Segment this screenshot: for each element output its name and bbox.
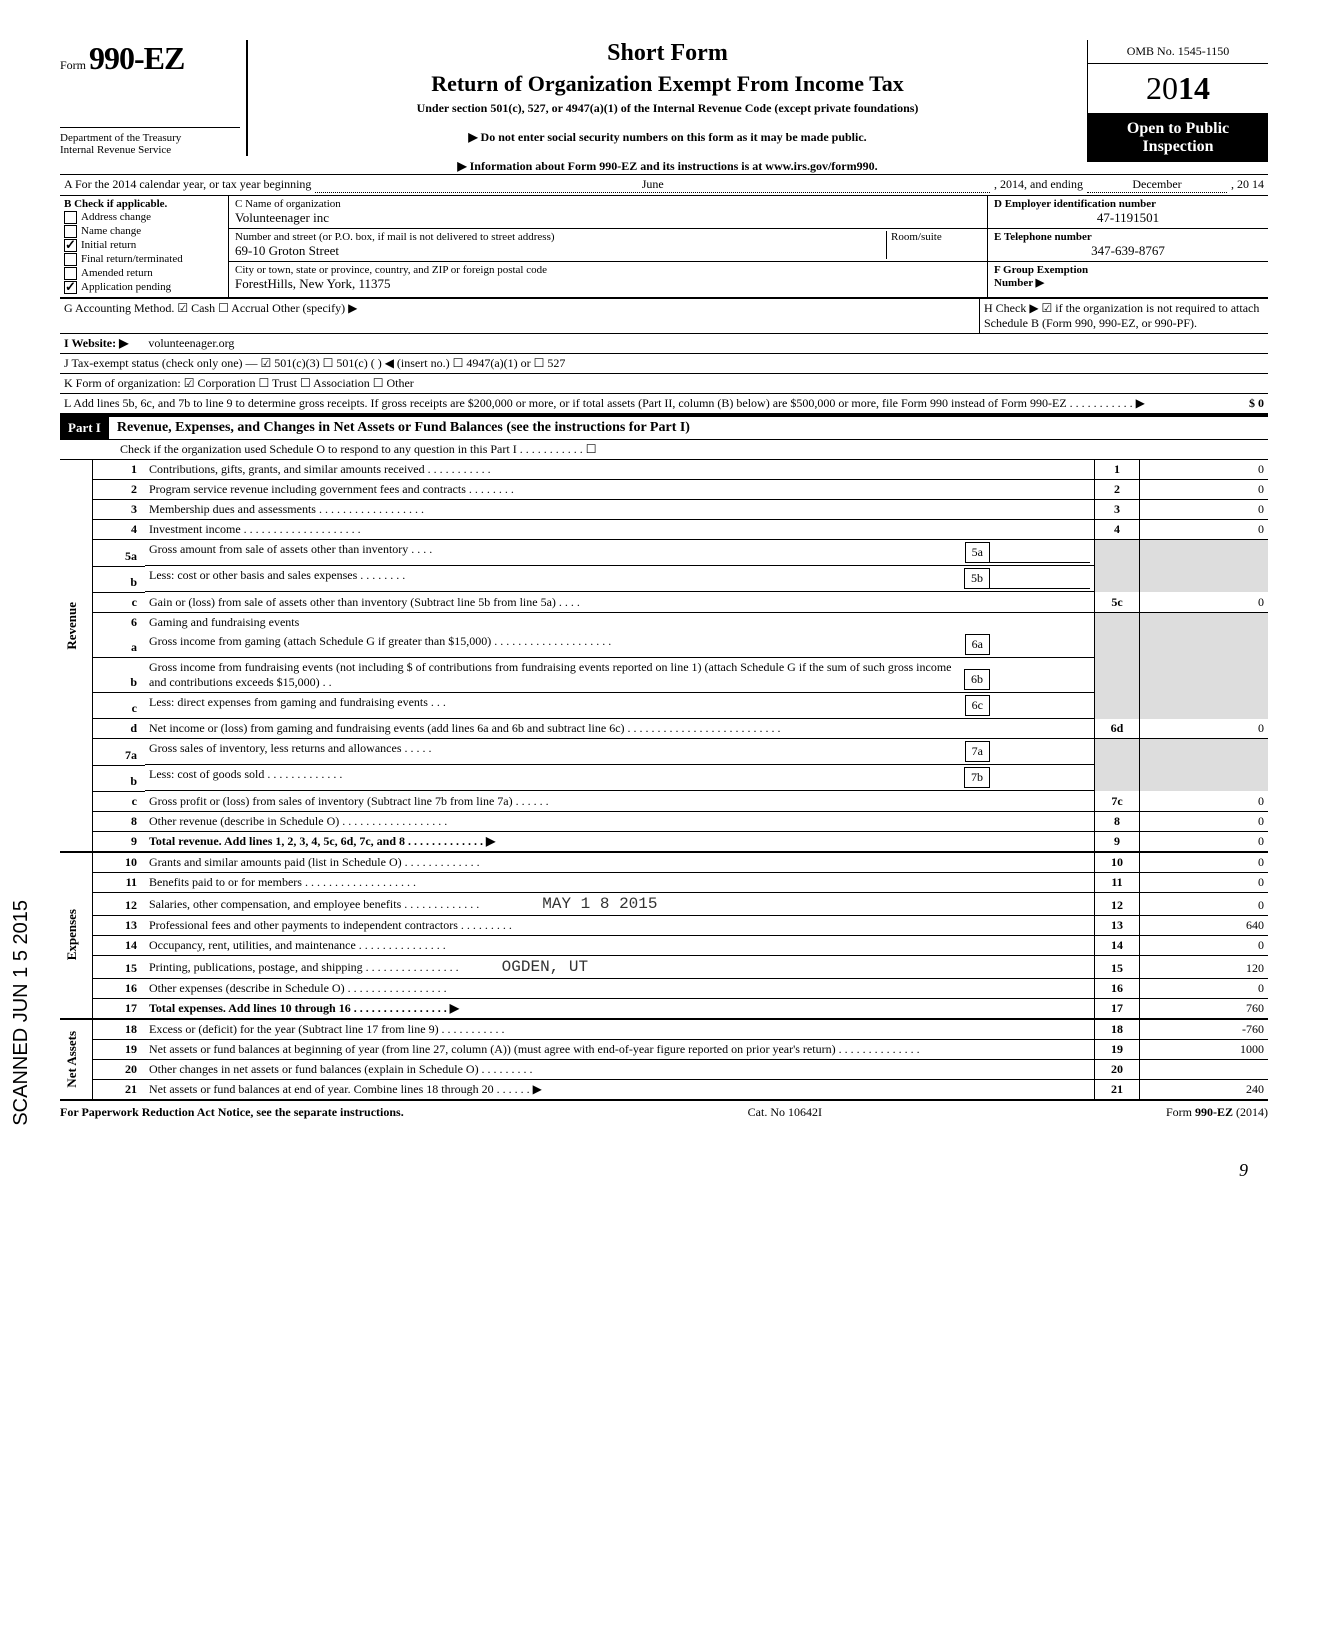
ssn-note: ▶ Do not enter social security numbers o… — [258, 130, 1077, 145]
room-label: Room/suite — [891, 231, 981, 243]
stamp-date: MAY 1 8 2015 — [542, 895, 657, 913]
side-revenue: Revenue — [64, 602, 80, 650]
form-number: 990-EZ — [89, 40, 184, 76]
phone-value: 347-639-8767 — [994, 243, 1262, 259]
phone-label: E Telephone number — [994, 231, 1262, 243]
side-net-assets: Net Assets — [64, 1031, 80, 1088]
line-i-website: I Website: ▶ volunteenager.org — [60, 334, 1268, 354]
line-l-gross-receipts: L Add lines 5b, 6c, and 7b to line 9 to … — [60, 394, 1268, 415]
part-1-check-line: Check if the organization used Schedule … — [60, 440, 1268, 460]
part-1-header: Part I Revenue, Expenses, and Changes in… — [60, 415, 1268, 440]
cb-final-return[interactable]: Final return/terminated — [64, 253, 224, 266]
cb-address-change[interactable]: Address change — [64, 211, 224, 224]
footer-cat-no: Cat. No 10642I — [748, 1105, 822, 1120]
form-header: Form 990-EZ Department of the Treasury I… — [60, 40, 1268, 174]
footer-paperwork: For Paperwork Reduction Act Notice, see … — [60, 1105, 404, 1120]
cb-amended[interactable]: Amended return — [64, 267, 224, 280]
cb-name-change[interactable]: Name change — [64, 225, 224, 238]
city-label: City or town, state or province, country… — [235, 264, 981, 276]
footer-form-ref: Form 990-EZ (2014) — [1166, 1105, 1268, 1120]
section-a-tax-year: A For the 2014 calendar year, or tax yea… — [60, 174, 1268, 196]
under-section: Under section 501(c), 527, or 4947(a)(1)… — [258, 101, 1077, 116]
org-name-label: C Name of organization — [235, 198, 981, 210]
scanned-stamp: SCANNED JUN 1 5 2015 — [10, 900, 33, 1126]
ein-label: D Employer identification number — [994, 198, 1262, 210]
omb-number: OMB No. 1545-1150 — [1088, 40, 1268, 64]
line-k-form-org: K Form of organization: ☑ Corporation ☐ … — [60, 374, 1268, 394]
cb-app-pending[interactable]: Application pending — [64, 281, 224, 294]
part-1-title: Revenue, Expenses, and Changes in Net As… — [109, 420, 690, 436]
form-number-block: Form 990-EZ — [60, 40, 240, 77]
tax-year: 2014 — [1088, 64, 1268, 114]
group-exemption-label: F Group Exemption Number ▶ — [994, 264, 1262, 289]
street-address: 69-10 Groton Street — [235, 243, 886, 259]
ein-value: 47-1191501 — [994, 210, 1262, 226]
entity-header-grid: B Check if applicable. Address change Na… — [60, 196, 1268, 299]
short-form-title: Short Form — [258, 40, 1077, 67]
line-h-schedule-b: H Check ▶ ☑ if the organization is not r… — [979, 299, 1268, 333]
org-name: Volunteenager inc — [235, 210, 981, 226]
line-j-tax-exempt: J Tax-exempt status (check only one) — ☑… — [60, 354, 1268, 374]
section-b-label: B Check if applicable. — [64, 198, 224, 210]
part-1-table: Revenue 1 Contributions, gifts, grants, … — [60, 460, 1268, 1101]
info-note: ▶ Information about Form 990-EZ and its … — [258, 159, 1077, 174]
city-state-zip: ForestHills, New York, 11375 — [235, 276, 981, 292]
part-1-tag: Part I — [60, 417, 109, 439]
stamp-location: OGDEN, UT — [502, 958, 588, 976]
main-title: Return of Organization Exempt From Incom… — [258, 71, 1077, 97]
page-footer: For Paperwork Reduction Act Notice, see … — [60, 1105, 1268, 1120]
side-expenses: Expenses — [64, 909, 80, 960]
addr-label: Number and street (or P.O. box, if mail … — [235, 231, 886, 243]
page-number-corner: 9 — [60, 1160, 1268, 1181]
cb-initial-return[interactable]: Initial return — [64, 239, 224, 252]
open-to-public: Open to Public Inspection — [1088, 114, 1268, 162]
line-g-accounting: G Accounting Method. ☑ Cash ☐ Accrual Ot… — [60, 299, 979, 333]
form-prefix: Form — [60, 58, 86, 72]
dept-treasury: Department of the Treasury Internal Reve… — [60, 127, 240, 156]
